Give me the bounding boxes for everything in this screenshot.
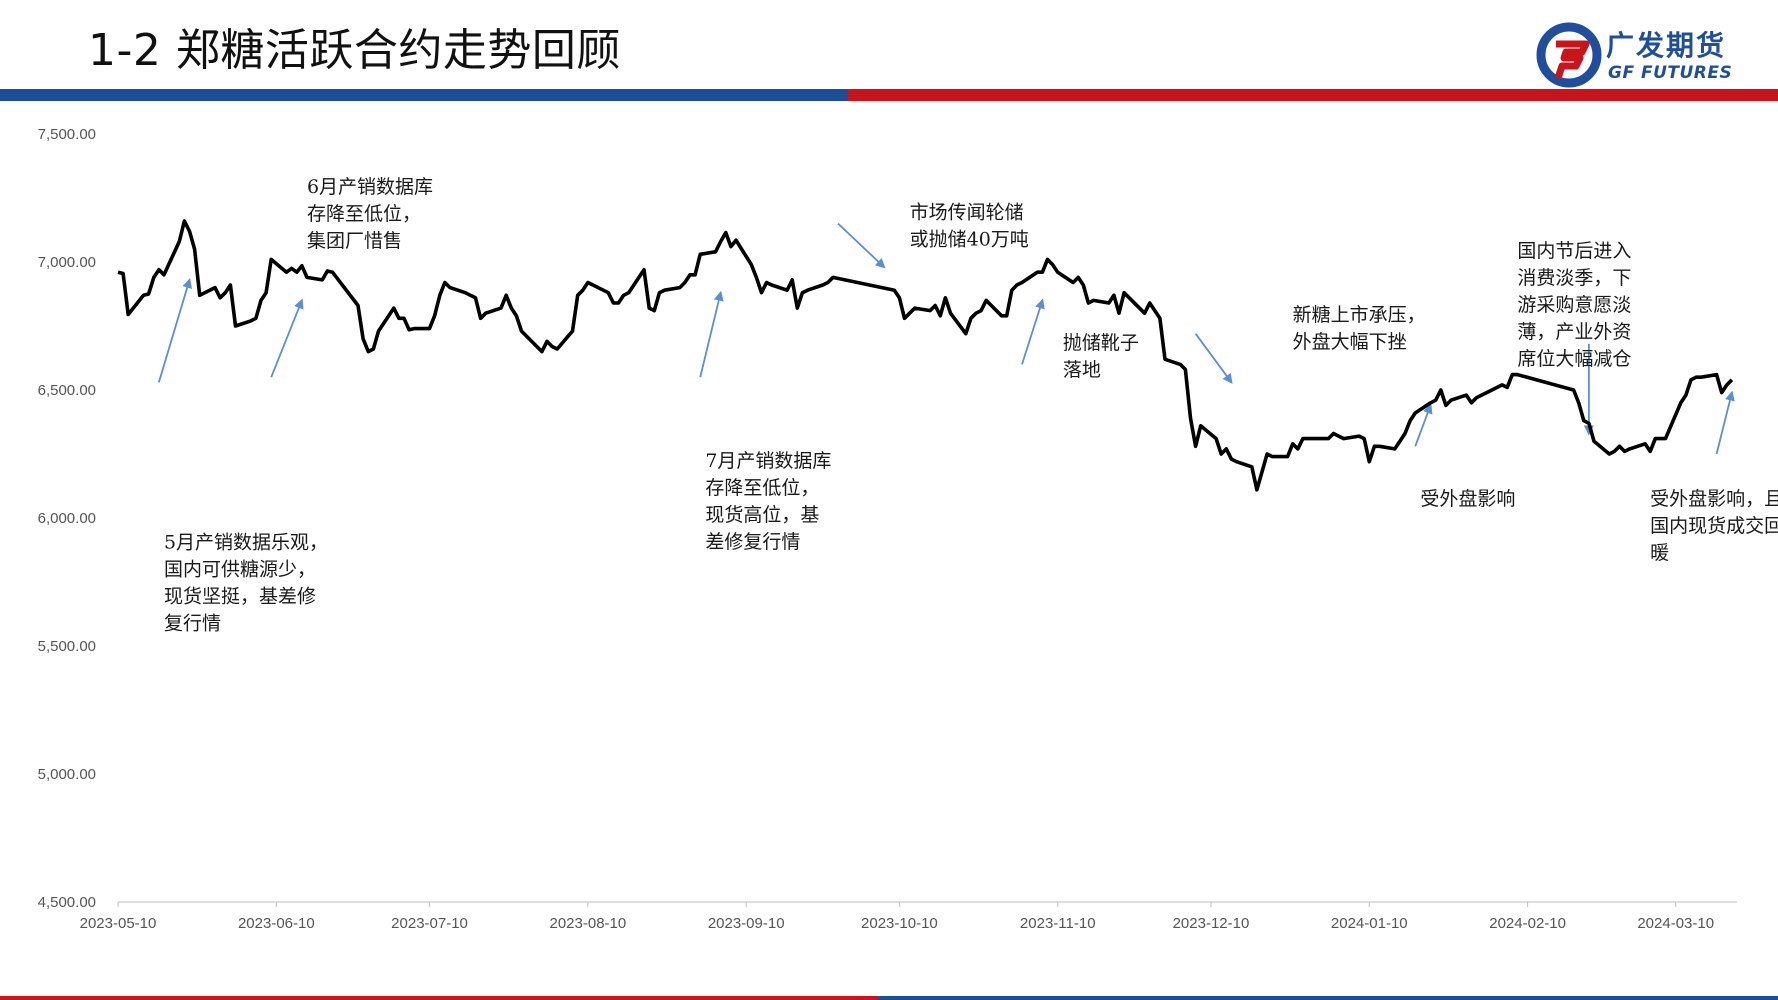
annotation-text: 复行情 [164, 613, 221, 635]
annotation-text: 外盘大幅下挫 [1293, 331, 1407, 353]
x-tick-label: 2023-05-10 [80, 915, 157, 932]
y-tick-label: 7,000.00 [38, 254, 96, 271]
annotation-arrow [1021, 298, 1045, 365]
annotation-text: 国内可供糖源少， [164, 559, 316, 581]
annotation-text: 5月产销数据乐观， [164, 532, 328, 554]
footer-divider-red [0, 996, 878, 1000]
annotation-arrow [1414, 403, 1433, 447]
annotation-text: 或抛储40万吨 [910, 228, 1029, 250]
chart-axes: 4,500.00 5,000.00 5,500.00 6,000.00 6,500.00… [38, 126, 1737, 932]
annotation-texts: 5月产销数据乐观，国内可供糖源少，现货坚挺，基差修复行情6月产销数据库存降至低位… [164, 176, 1778, 635]
annotation-text: 席位大幅减仓 [1517, 348, 1631, 370]
annotation-arrow [157, 278, 192, 383]
annotation-arrow [699, 290, 724, 378]
x-tick-label: 2023-06-10 [238, 915, 315, 932]
annotation-text: 游采购意愿淡 [1517, 294, 1631, 316]
gf-logo-mark-icon [1536, 22, 1602, 88]
annotation-text: 抛储靴子 [1063, 332, 1139, 354]
y-tick-label: 4,500.00 [38, 894, 96, 911]
x-tick-label: 2024-01-10 [1331, 915, 1408, 932]
header-divider-red [848, 89, 1778, 101]
annotation-text: 现货坚挺，基差修 [164, 586, 316, 608]
x-tick-label: 2023-08-10 [550, 915, 627, 932]
annotation-text: 市场传闻轮储 [910, 201, 1024, 223]
annotation-text: 薄，产业外资 [1517, 321, 1631, 343]
x-tick-label: 2024-02-10 [1489, 915, 1566, 932]
annotation-text: 存降至低位， [705, 477, 819, 499]
annotation-text: 暖 [1650, 542, 1669, 564]
annotation-text: 国内节后进入 [1517, 240, 1631, 262]
y-tick-label: 5,000.00 [38, 766, 96, 783]
annotation-arrow [1194, 333, 1233, 384]
header-divider-blue [0, 89, 848, 101]
annotation-text: 受外盘影响，且 [1650, 488, 1778, 510]
annotation-text: 新糖上市承压， [1293, 304, 1426, 326]
y-tick-label: 7,500.00 [38, 126, 96, 143]
annotation-text: 7月产销数据库 [705, 450, 831, 472]
y-tick-label: 5,500.00 [38, 638, 96, 655]
footer-divider-blue [878, 996, 1778, 1000]
y-tick-label: 6,500.00 [38, 382, 96, 399]
x-tick-label: 2023-10-10 [861, 915, 938, 932]
series-group [117, 219, 1734, 492]
series-line [117, 219, 1734, 492]
annotation-arrow [270, 298, 304, 378]
x-tick-label: 2023-09-10 [708, 915, 785, 932]
annotation-text: 国内现货成交回 [1650, 515, 1778, 537]
annotation-arrow [1715, 390, 1735, 455]
annotation-text: 落地 [1063, 359, 1101, 381]
annotation-text: 现货高位，基 [705, 504, 819, 526]
annotation-arrows [157, 222, 1735, 455]
annotation-arrow [837, 222, 886, 269]
annotation-text: 受外盘影响 [1420, 488, 1515, 510]
x-tick-label: 2023-07-10 [391, 915, 468, 932]
annotation-text: 集团厂惜售 [307, 230, 402, 252]
logo-text-en: GF FUTURES [1608, 63, 1733, 83]
x-tick-label: 2023-12-10 [1173, 915, 1250, 932]
x-tick-label: 2023-11-10 [1020, 915, 1096, 932]
annotation-text: 6月产销数据库 [307, 176, 433, 198]
annotation-text: 差修复行情 [705, 531, 800, 553]
x-tick-label: 2024-03-10 [1637, 915, 1714, 932]
y-tick-label: 6,000.00 [38, 510, 96, 527]
logo-text-cn: 广发期货 [1606, 29, 1727, 62]
gf-futures-logo: 广发期货 GF FUTURES [1536, 22, 1761, 88]
annotation-text: 消费淡季，下 [1517, 267, 1631, 289]
page-title: 1-2 郑糖活跃合约走势回顾 [88, 25, 621, 76]
annotation-text: 存降至低位， [307, 203, 421, 225]
